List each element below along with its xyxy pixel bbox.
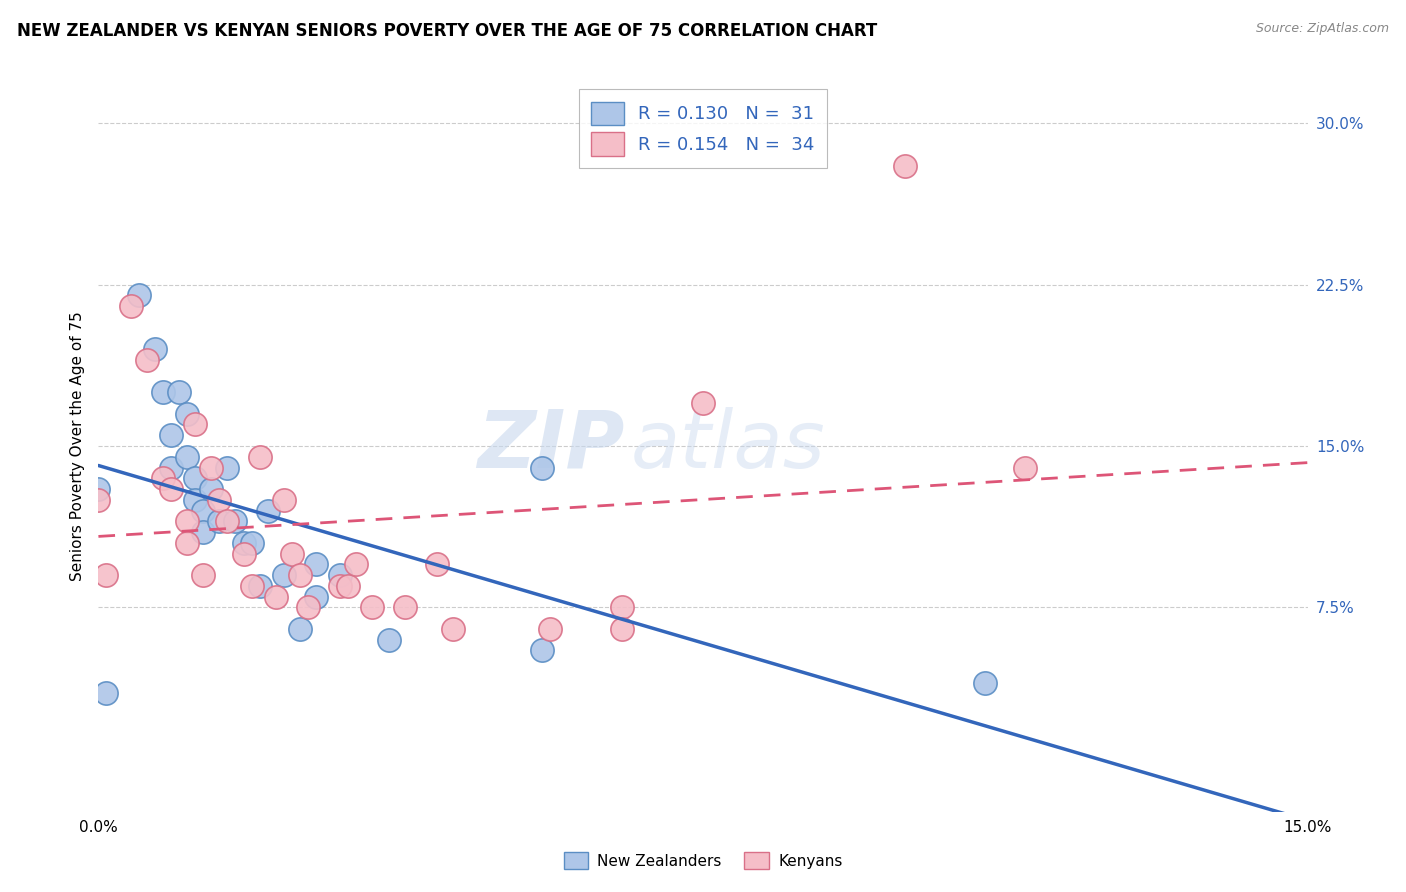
Point bbox=[160, 428, 183, 442]
Point bbox=[441, 622, 464, 636]
Point bbox=[1014, 460, 1036, 475]
Point bbox=[232, 547, 254, 561]
Point bbox=[612, 622, 634, 636]
Point bbox=[273, 492, 295, 507]
Point bbox=[240, 536, 263, 550]
Point bbox=[288, 568, 311, 582]
Point bbox=[217, 460, 239, 475]
Point bbox=[184, 492, 207, 507]
Point bbox=[249, 579, 271, 593]
Point bbox=[329, 579, 352, 593]
Point bbox=[264, 590, 287, 604]
Point bbox=[337, 579, 360, 593]
Point bbox=[96, 568, 118, 582]
Point bbox=[160, 482, 183, 496]
Point bbox=[361, 600, 384, 615]
Point bbox=[200, 482, 222, 496]
Point bbox=[344, 558, 367, 572]
Text: ZIP: ZIP bbox=[477, 407, 624, 485]
Point bbox=[135, 353, 157, 368]
Y-axis label: Seniors Poverty Over the Age of 75: Seniors Poverty Over the Age of 75 bbox=[69, 311, 84, 581]
Point bbox=[538, 622, 561, 636]
Point bbox=[184, 417, 207, 432]
Point bbox=[96, 686, 118, 700]
Legend: R = 0.130   N =  31, R = 0.154   N =  34: R = 0.130 N = 31, R = 0.154 N = 34 bbox=[579, 89, 827, 169]
Point bbox=[87, 492, 110, 507]
Point bbox=[176, 536, 198, 550]
Point bbox=[394, 600, 416, 615]
Point bbox=[974, 675, 997, 690]
Point bbox=[288, 622, 311, 636]
Point bbox=[692, 396, 714, 410]
Point bbox=[612, 600, 634, 615]
Point bbox=[273, 568, 295, 582]
Point bbox=[176, 514, 198, 528]
Point bbox=[329, 568, 352, 582]
Point bbox=[152, 471, 174, 485]
Point bbox=[167, 385, 190, 400]
Point bbox=[152, 385, 174, 400]
Point bbox=[193, 568, 215, 582]
Text: Source: ZipAtlas.com: Source: ZipAtlas.com bbox=[1256, 22, 1389, 36]
Point bbox=[217, 514, 239, 528]
Point bbox=[224, 514, 246, 528]
Point bbox=[305, 590, 328, 604]
Point bbox=[176, 450, 198, 464]
Point bbox=[143, 342, 166, 356]
Point bbox=[530, 643, 553, 657]
Point bbox=[256, 503, 278, 517]
Text: atlas: atlas bbox=[630, 407, 825, 485]
Point bbox=[240, 579, 263, 593]
Point bbox=[305, 558, 328, 572]
Point bbox=[128, 288, 150, 302]
Point bbox=[893, 159, 915, 173]
Point bbox=[297, 600, 319, 615]
Point bbox=[249, 450, 271, 464]
Point bbox=[208, 492, 231, 507]
Point bbox=[184, 471, 207, 485]
Point bbox=[193, 503, 215, 517]
Point bbox=[176, 407, 198, 421]
Point bbox=[232, 536, 254, 550]
Point bbox=[193, 524, 215, 539]
Legend: New Zealanders, Kenyans: New Zealanders, Kenyans bbox=[557, 846, 849, 875]
Point bbox=[281, 547, 304, 561]
Point bbox=[160, 460, 183, 475]
Point bbox=[208, 514, 231, 528]
Point bbox=[530, 460, 553, 475]
Point bbox=[200, 460, 222, 475]
Text: NEW ZEALANDER VS KENYAN SENIORS POVERTY OVER THE AGE OF 75 CORRELATION CHART: NEW ZEALANDER VS KENYAN SENIORS POVERTY … bbox=[17, 22, 877, 40]
Point bbox=[87, 482, 110, 496]
Point bbox=[377, 632, 399, 647]
Point bbox=[426, 558, 449, 572]
Point bbox=[120, 299, 142, 313]
